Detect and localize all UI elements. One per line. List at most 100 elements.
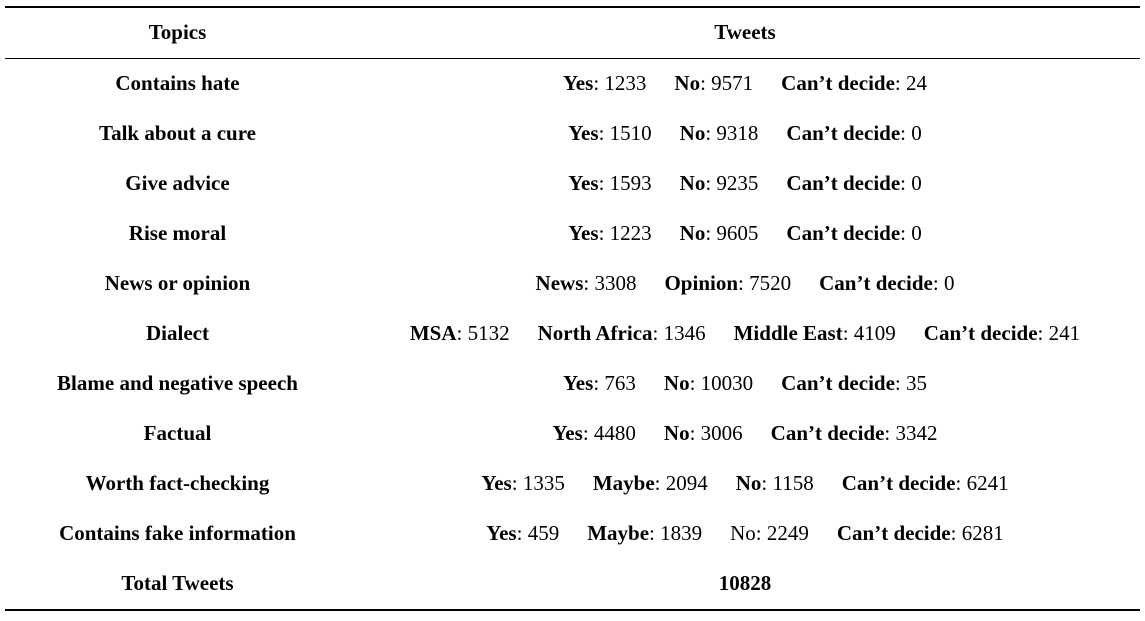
topic-cell: News or opinion (104, 271, 251, 296)
segment-label: Can’t decide (786, 221, 901, 246)
topic-cell: Talk about a cure (99, 121, 256, 146)
segment-value: 1233 (604, 71, 647, 96)
count-segment: Yes: 1510 (568, 121, 652, 146)
segment-value: 9318 (716, 121, 759, 146)
count-segment: Can’t decide: 0 (819, 271, 955, 296)
segment-value: 2249 (766, 521, 809, 546)
segment-label: Can’t decide (836, 521, 951, 546)
topic-cell: Blame and negative speech (57, 371, 298, 396)
segment-value: 0 (911, 121, 922, 146)
segment-label: Can’t decide (770, 421, 885, 446)
count-segment: No: 1158 (735, 471, 814, 496)
tweet-annotation-table: Topics Tweets Contains hate Yes: 1233 No: … (5, 6, 1140, 611)
segment-label: Can’t decide (923, 321, 1038, 346)
segment-value: 9235 (716, 171, 759, 196)
segment-value: 9571 (711, 71, 754, 96)
segment-label: Maybe (587, 521, 650, 546)
tweets-cell: Yes: 4480 No: 3006 Can’t decide: 3342 (350, 409, 1140, 459)
table-row: Contains hate Yes: 1233 No: 9571 Can’t deci… (5, 59, 1140, 110)
segment-label: North Africa (537, 321, 653, 346)
segment-label: No (663, 371, 690, 396)
count-segment: Maybe: 1839 (587, 521, 703, 546)
segment-label: Yes (568, 171, 599, 196)
tweets-cell: Yes: 1223 No: 9605 Can’t decide: 0 (350, 209, 1140, 259)
count-segment: Can’t decide: 0 (786, 121, 922, 146)
segment-value: 1593 (609, 171, 652, 196)
segment-label: No (730, 521, 756, 546)
segment-label: Yes (562, 371, 594, 396)
segment-value: 3342 (895, 421, 938, 446)
segment-label: Can’t decide (786, 121, 901, 146)
segment-value: 7520 (749, 271, 792, 296)
tweets-cell: Yes: 1510 No: 9318 Can’t decide: 0 (350, 109, 1140, 159)
segment-label: Yes (568, 121, 599, 146)
total-label: Total Tweets (121, 571, 234, 596)
count-segment: News: 3308 (535, 271, 637, 296)
segment-value: 2094 (665, 471, 708, 496)
segment-label: No (735, 471, 762, 496)
segment-label: Can’t decide (781, 371, 895, 396)
count-segment: Yes: 4480 (552, 421, 636, 446)
header-row: Topics Tweets (5, 7, 1140, 59)
count-segment: Yes: 1593 (568, 171, 652, 196)
table-row: Dialect MSA: 5132 North Africa: 1346 Middle… (5, 309, 1140, 359)
segment-value: 3308 (594, 271, 637, 296)
tweets-cell: Yes: 1233 No: 9571 Can’t decide: 24 (350, 59, 1140, 110)
count-segment: No: 3006 (663, 421, 743, 446)
segment-value: 241 (1048, 321, 1081, 346)
segment-value: 1346 (663, 321, 706, 346)
table-row: Worth fact-checking Yes: 1335 Maybe: 2094 N… (5, 459, 1140, 509)
segment-value: 10030 (700, 371, 754, 396)
segment-label: Yes (568, 221, 599, 246)
count-segment: No: 10030 (663, 371, 754, 396)
segment-label: Opinion (664, 271, 739, 296)
count-segment: Yes: 1223 (568, 221, 652, 246)
count-segment: Middle East: 4109 (733, 321, 896, 346)
total-value: 10828 (718, 571, 772, 596)
segment-value: 1223 (609, 221, 652, 246)
segment-label: Can’t decide (781, 71, 895, 96)
segment-value: 24 (906, 71, 928, 96)
segment-label: MSA (409, 321, 457, 346)
count-segment: Can’t decide: 35 (781, 371, 928, 396)
segment-value: 1510 (609, 121, 652, 146)
topic-cell: Rise moral (128, 221, 227, 246)
segment-value: 4480 (593, 421, 636, 446)
topic-cell: Contains fake information (59, 521, 296, 546)
count-segment: No: 9605 (679, 221, 759, 246)
segment-value: 9605 (716, 221, 759, 246)
segment-value: 459 (527, 521, 560, 546)
count-segment: Can’t decide: 6281 (836, 521, 1004, 546)
count-segment: Yes: 1335 (481, 471, 565, 496)
count-segment: Can’t decide: 6241 (841, 471, 1009, 496)
segment-value: 4109 (853, 321, 896, 346)
segment-value: 0 (943, 271, 955, 296)
table-row: Talk about a cure Yes: 1510 No: 9318 Can’t … (5, 109, 1140, 159)
tweets-cell: Yes: 1593 No: 9235 Can’t decide: 0 (350, 159, 1140, 209)
topic-cell: Contains hate (115, 71, 240, 96)
segment-value: 0 (911, 171, 922, 196)
tweets-cell: Yes: 459 Maybe: 1839 No: 2249 Can’t decide:… (350, 509, 1140, 559)
count-segment: No: 2249 (730, 521, 809, 546)
segment-value: 6241 (966, 471, 1009, 496)
table-row: Factual Yes: 4480 No: 3006 Can’t decide: 33… (5, 409, 1140, 459)
segment-label: Yes (481, 471, 512, 496)
topic-cell: Worth fact-checking (85, 471, 270, 496)
table-body: Contains hate Yes: 1233 No: 9571 Can’t deci… (5, 59, 1140, 560)
tweets-cell: Yes: 1335 Maybe: 2094 No: 1158 Can’t decide… (350, 459, 1140, 509)
segment-value: 5132 (467, 321, 510, 346)
count-segment: No: 9571 (674, 71, 754, 96)
table-row: Rise moral Yes: 1223 No: 9605 Can’t decide:… (5, 209, 1140, 259)
count-segment: Yes: 763 (562, 371, 636, 396)
count-segment: Can’t decide: 3342 (770, 421, 938, 446)
tweets-cell: Yes: 763 No: 10030 Can’t decide: 35 (350, 359, 1140, 409)
segment-value: 3006 (700, 421, 743, 446)
segment-label: Maybe (592, 471, 655, 496)
table-row: News or opinion News: 3308 Opinion: 7520 Ca… (5, 259, 1140, 309)
count-segment: Can’t decide: 0 (786, 221, 922, 246)
count-segment: Maybe: 2094 (592, 471, 708, 496)
segment-value: 1335 (522, 471, 565, 496)
segment-value: 35 (906, 371, 928, 396)
segment-value: 1158 (772, 471, 814, 496)
table-row: Give advice Yes: 1593 No: 9235 Can’t decide… (5, 159, 1140, 209)
